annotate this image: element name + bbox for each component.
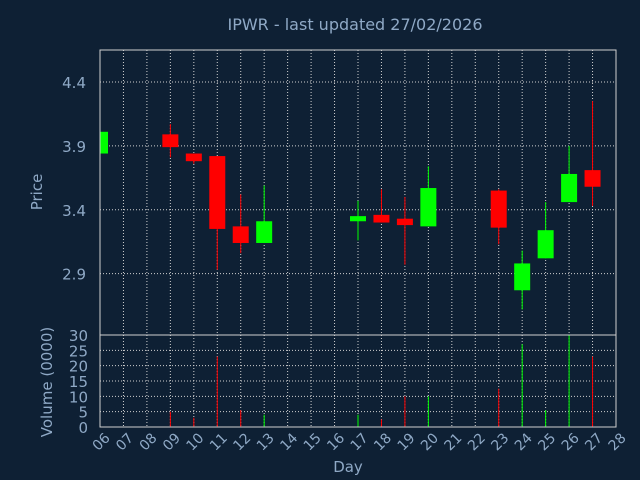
day-tick-label: 19	[395, 430, 419, 454]
price-axis-label: Price	[28, 174, 46, 211]
day-tick-label: 18	[371, 430, 395, 454]
price-panel	[99, 101, 601, 310]
price-tick-label: 2.9	[62, 266, 86, 284]
volume-axis-label: Volume (0000)	[38, 327, 56, 437]
day-axis-label: Day	[333, 458, 363, 476]
day-tick-label: 15	[301, 430, 325, 454]
candle-body	[584, 170, 601, 187]
day-tick-label: 17	[348, 430, 372, 454]
volume-panel-frame	[99, 334, 617, 428]
price-tick-label: 4.4	[62, 74, 86, 92]
day-tick-label: 13	[254, 430, 278, 454]
price-tick-label: 3.9	[62, 138, 86, 156]
day-tick-label: 16	[324, 430, 348, 454]
volume-tick-label: 0	[78, 419, 88, 437]
price-tick-label: 3.4	[62, 202, 86, 220]
day-tick-label: 22	[465, 430, 489, 454]
candle-body	[350, 216, 366, 222]
candle-body	[490, 190, 507, 228]
volume-tick-label: 15	[69, 373, 88, 391]
day-tick-label: 08	[137, 430, 161, 454]
volume-tick-label: 20	[69, 358, 88, 376]
day-tick-label: 09	[160, 430, 184, 454]
candle-body	[420, 188, 437, 227]
day-tick-label: 24	[512, 430, 536, 454]
volume-tick-label: 10	[69, 388, 88, 406]
candle-body	[514, 263, 531, 291]
candle-body	[373, 214, 390, 223]
day-tick-label: 07	[113, 430, 137, 454]
day-tick-label: 21	[442, 430, 466, 454]
day-tick-label: 23	[488, 430, 512, 454]
day-tick-label: 28	[606, 430, 630, 454]
candle-body	[232, 226, 249, 243]
volume-tick-label: 30	[69, 327, 88, 345]
chart-title: IPWR - last updated 27/02/2026	[227, 15, 482, 34]
day-tick-label: 20	[418, 430, 442, 454]
day-tick-label: 10	[184, 430, 208, 454]
day-tick-label: 06	[90, 430, 114, 454]
volume-tick-label: 5	[78, 404, 88, 422]
candle-body	[100, 131, 108, 154]
candle-body	[256, 221, 273, 243]
day-tick-label: 27	[582, 430, 606, 454]
day-tick-label: 26	[559, 430, 583, 454]
candle-body	[561, 173, 578, 203]
volume-tick-label: 25	[69, 342, 88, 360]
day-tick-label: 11	[207, 430, 231, 454]
candle-body	[396, 218, 413, 226]
day-tick-label: 12	[230, 430, 254, 454]
day-tick-label: 14	[277, 430, 301, 454]
candle-body	[162, 134, 179, 148]
candle-body	[537, 230, 554, 259]
candle-body	[185, 153, 202, 162]
day-tick-label: 25	[535, 430, 559, 454]
candle-body	[209, 156, 226, 229]
